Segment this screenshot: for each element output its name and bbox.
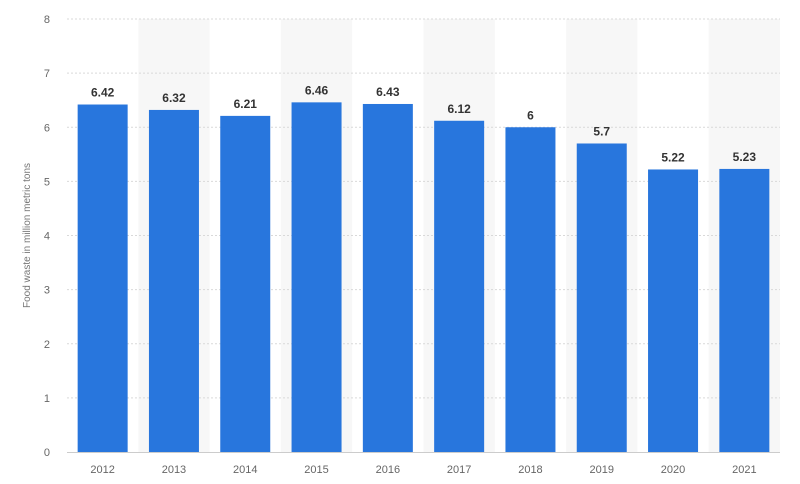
x-tick-label-2012: 2012 <box>90 464 114 476</box>
data-label-2015: 6.46 <box>305 83 329 97</box>
x-tick-label-2016: 2016 <box>376 464 400 476</box>
x-tick-label-2021: 2021 <box>732 464 756 476</box>
x-tick-label-2019: 2019 <box>590 464 614 476</box>
bar-2019 <box>576 143 627 453</box>
bar-2013 <box>148 109 199 453</box>
bar-2015 <box>291 102 342 452</box>
bar-2021 <box>719 168 770 452</box>
data-labels: 6.42 6.32 6.21 6.46 6.43 6.12 6 5.7 5.22 5.23 <box>91 83 756 164</box>
y-tick-label: 7 <box>44 68 50 80</box>
bars <box>77 102 770 453</box>
data-label-2018: 6 <box>527 108 534 122</box>
data-label-2019: 5.7 <box>593 124 610 138</box>
data-label-2014: 6.21 <box>234 97 258 111</box>
y-tick-label: 5 <box>44 176 50 188</box>
gridlines <box>67 18 780 399</box>
data-label-2016: 6.43 <box>376 85 400 99</box>
y-tick-label: 3 <box>44 285 50 297</box>
y-tick-label: 4 <box>44 231 50 243</box>
x-tick-label-2014: 2014 <box>233 464 257 476</box>
y-axis-title: Food waste in million metric tons <box>22 163 33 308</box>
y-tick-label: 1 <box>44 393 50 405</box>
data-label-2012: 6.42 <box>91 86 115 100</box>
bar-2016 <box>362 103 413 452</box>
y-tick-label: 8 <box>44 14 50 26</box>
x-tick-label-2017: 2017 <box>447 464 471 476</box>
bar-2017 <box>434 120 485 452</box>
y-axis-ticks: 0 1 2 3 4 5 6 7 8 <box>44 14 50 459</box>
bar-2018 <box>505 127 556 452</box>
x-axis-ticks: 2012 2013 2014 2015 2016 2017 2018 2019 2020 2021 <box>90 464 756 476</box>
x-tick-label-2013: 2013 <box>162 464 186 476</box>
x-tick-label-2018: 2018 <box>518 464 542 476</box>
bar-2012 <box>77 104 128 452</box>
data-label-2020: 5.22 <box>661 150 685 164</box>
y-tick-label: 2 <box>44 339 50 351</box>
bar-2020 <box>648 169 699 452</box>
data-label-2021: 5.23 <box>733 150 757 164</box>
y-tick-label: 6 <box>44 122 50 134</box>
bar-2014 <box>220 115 271 452</box>
x-tick-label-2015: 2015 <box>304 464 328 476</box>
data-label-2017: 6.12 <box>447 102 471 116</box>
x-tick-label-2020: 2020 <box>661 464 685 476</box>
y-tick-label: 0 <box>44 447 50 459</box>
data-label-2013: 6.32 <box>162 91 186 105</box>
